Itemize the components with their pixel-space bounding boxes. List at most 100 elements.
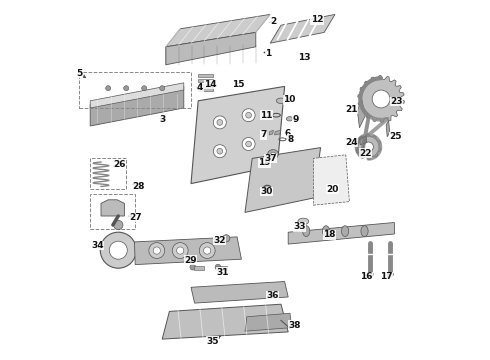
- Circle shape: [213, 116, 226, 129]
- Text: 23: 23: [390, 97, 402, 106]
- Text: 4: 4: [197, 84, 203, 93]
- Text: 18: 18: [323, 230, 336, 239]
- Text: 11: 11: [260, 111, 273, 120]
- Circle shape: [149, 243, 165, 258]
- Bar: [79, 72, 191, 108]
- Text: 21: 21: [345, 105, 358, 114]
- Text: 22: 22: [359, 149, 372, 158]
- Text: 7: 7: [261, 130, 267, 139]
- Polygon shape: [245, 313, 292, 331]
- Text: 29: 29: [184, 256, 196, 265]
- Circle shape: [222, 235, 230, 242]
- Polygon shape: [90, 86, 184, 126]
- Text: 32: 32: [214, 236, 226, 245]
- Text: 15: 15: [232, 80, 244, 89]
- Polygon shape: [90, 83, 184, 108]
- Text: 36: 36: [266, 292, 279, 300]
- Text: 38: 38: [289, 321, 301, 330]
- Text: 27: 27: [129, 213, 142, 222]
- Circle shape: [123, 86, 129, 91]
- Circle shape: [190, 264, 196, 270]
- Text: 30: 30: [260, 187, 273, 196]
- Polygon shape: [288, 222, 394, 244]
- Text: 13: 13: [298, 53, 311, 62]
- Polygon shape: [101, 200, 124, 216]
- Circle shape: [204, 247, 211, 254]
- Bar: [198, 79, 213, 82]
- Circle shape: [245, 112, 251, 118]
- Circle shape: [106, 86, 111, 91]
- Polygon shape: [270, 14, 335, 43]
- Circle shape: [176, 247, 184, 254]
- Circle shape: [114, 220, 123, 230]
- Text: 10: 10: [283, 95, 296, 104]
- Circle shape: [388, 271, 393, 277]
- Bar: [198, 88, 213, 91]
- Bar: [198, 84, 213, 87]
- Ellipse shape: [268, 150, 278, 159]
- Polygon shape: [166, 32, 256, 65]
- Circle shape: [109, 241, 127, 259]
- Circle shape: [368, 271, 373, 277]
- Text: 37: 37: [264, 154, 276, 163]
- Polygon shape: [386, 121, 390, 137]
- Polygon shape: [245, 148, 320, 212]
- Circle shape: [199, 243, 215, 258]
- Text: 35: 35: [206, 337, 219, 346]
- Ellipse shape: [303, 226, 310, 237]
- Ellipse shape: [361, 226, 368, 237]
- Bar: [90, 194, 135, 229]
- Circle shape: [215, 264, 221, 270]
- Polygon shape: [269, 130, 273, 135]
- Circle shape: [142, 86, 147, 91]
- Polygon shape: [357, 99, 365, 128]
- Text: 26: 26: [114, 160, 126, 169]
- Circle shape: [364, 142, 373, 152]
- Circle shape: [160, 86, 165, 91]
- Circle shape: [172, 243, 188, 258]
- Ellipse shape: [276, 98, 286, 104]
- Ellipse shape: [322, 226, 330, 237]
- Circle shape: [217, 148, 222, 154]
- Circle shape: [213, 145, 226, 158]
- Polygon shape: [162, 304, 288, 339]
- Polygon shape: [356, 134, 381, 159]
- Circle shape: [217, 120, 222, 125]
- Bar: [90, 158, 126, 189]
- Text: 19: 19: [259, 158, 271, 167]
- Text: 25: 25: [389, 132, 402, 141]
- Text: 5: 5: [76, 69, 82, 78]
- Circle shape: [242, 109, 255, 122]
- Circle shape: [100, 232, 136, 268]
- Text: 8: 8: [287, 135, 294, 144]
- Circle shape: [372, 90, 390, 108]
- Polygon shape: [314, 155, 349, 205]
- Text: 2: 2: [270, 17, 276, 26]
- Text: 12: 12: [311, 15, 323, 24]
- Ellipse shape: [342, 226, 349, 237]
- Text: 24: 24: [345, 138, 358, 147]
- Polygon shape: [360, 136, 367, 145]
- Text: 34: 34: [91, 241, 104, 250]
- Text: 6: 6: [284, 129, 291, 138]
- Text: 9: 9: [292, 115, 298, 124]
- Bar: [216, 266, 227, 270]
- Text: 20: 20: [326, 185, 338, 194]
- Text: 28: 28: [132, 182, 145, 191]
- Text: 33: 33: [293, 222, 306, 231]
- Text: 1: 1: [265, 49, 271, 58]
- Ellipse shape: [324, 229, 330, 237]
- Polygon shape: [191, 86, 285, 184]
- Polygon shape: [358, 76, 404, 122]
- Circle shape: [245, 141, 251, 147]
- Circle shape: [242, 138, 255, 150]
- Bar: [198, 74, 213, 77]
- Polygon shape: [274, 130, 281, 135]
- Bar: [194, 266, 204, 270]
- Ellipse shape: [298, 218, 309, 225]
- Text: 31: 31: [217, 268, 229, 276]
- Polygon shape: [134, 237, 242, 265]
- Ellipse shape: [271, 152, 275, 156]
- Circle shape: [153, 247, 160, 254]
- Text: 3: 3: [160, 115, 166, 124]
